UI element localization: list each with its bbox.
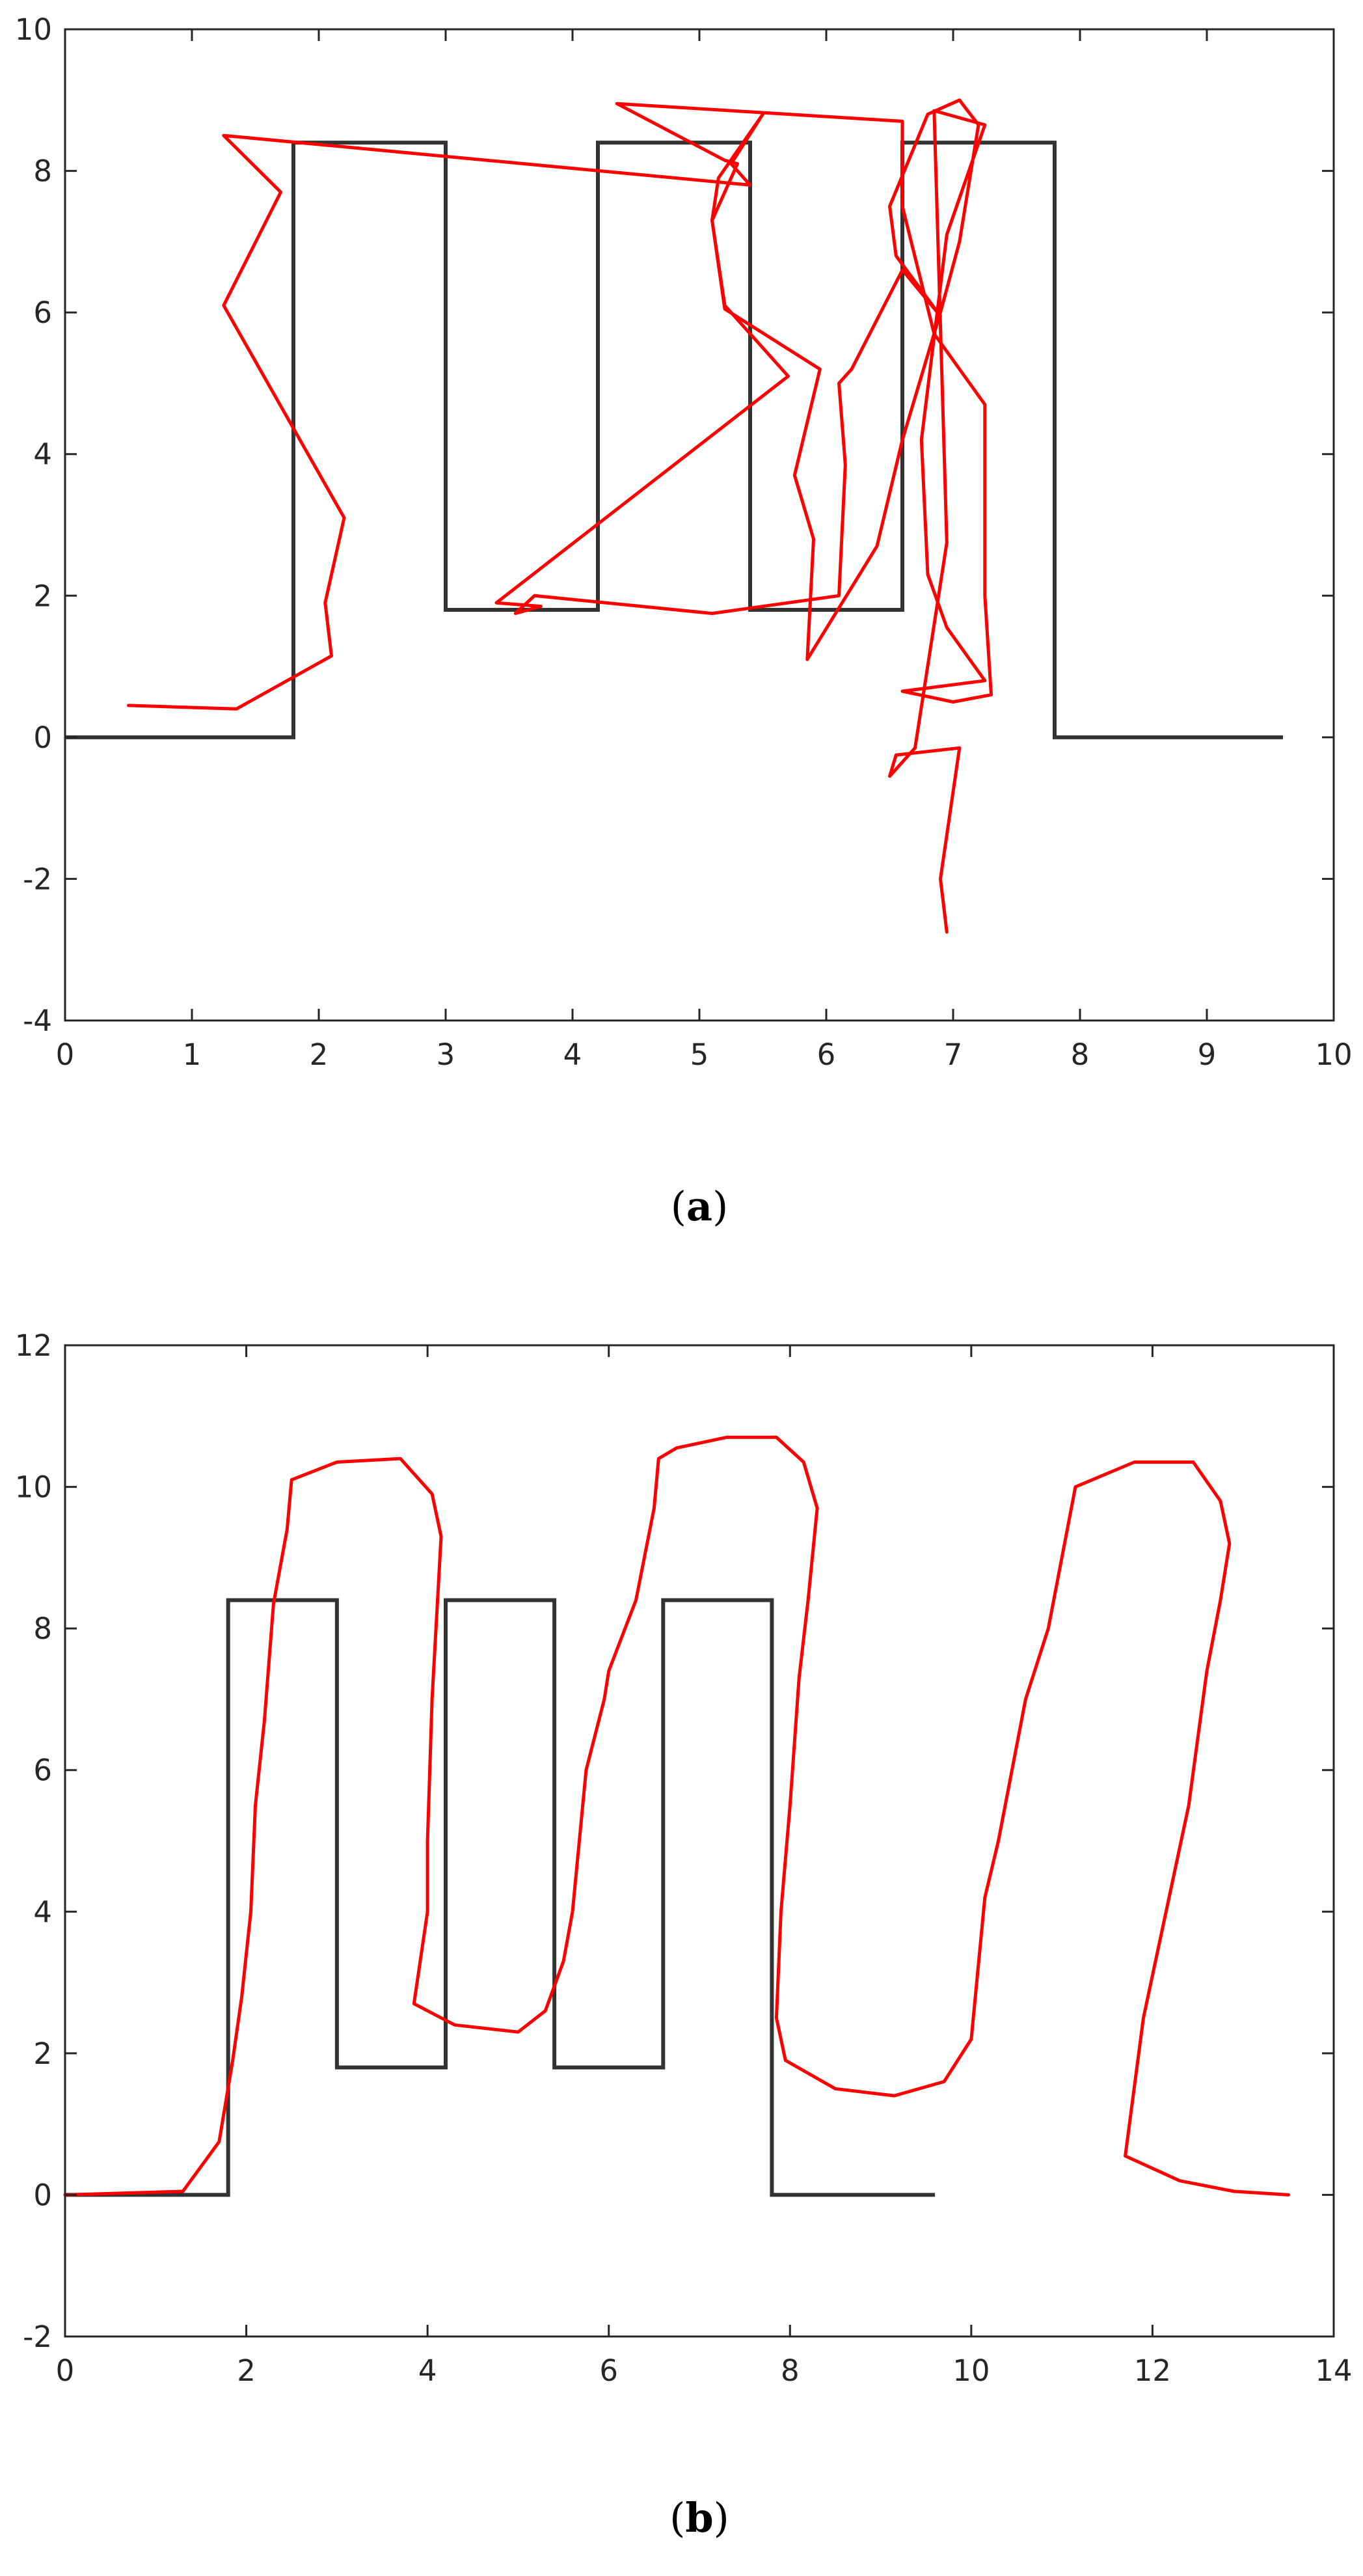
panel-a-y-tick-label: 8 <box>33 154 52 189</box>
panel-b-y-tick-label: 6 <box>33 1753 52 1788</box>
panel-b-y-tick-label: 0 <box>33 2178 52 2212</box>
panel-a-x-tick-label: 0 <box>56 1037 75 1072</box>
panel-a-x-tick-label: 9 <box>1198 1037 1217 1072</box>
panel-a-x-tick-label: 1 <box>183 1037 202 1072</box>
panel-a-y-tick-label: 2 <box>33 579 52 613</box>
panel-a-x-tick-label: 4 <box>563 1037 582 1072</box>
panel-b-x-tick-label: 8 <box>781 2353 800 2388</box>
panel-b-x-tick-label: 14 <box>1315 2353 1352 2388</box>
panel-a-x-tick-label: 5 <box>690 1037 709 1072</box>
panel-a-x-tick-label: 8 <box>1071 1037 1090 1072</box>
panel-a-x-tick-label: 3 <box>437 1037 455 1072</box>
panel-b-y-tick-label: -2 <box>23 2320 52 2354</box>
panel-b-y-tick-label: 8 <box>33 1611 52 1646</box>
panel-b-x-tick-label: 10 <box>952 2353 990 2388</box>
panel-b-y-tick-label: 10 <box>15 1470 52 1505</box>
panel-b-trajectory-line <box>63 1435 1290 2197</box>
panel-b-y-tick-label: 12 <box>15 1328 52 1363</box>
panel-b-x-tick-label: 12 <box>1134 2353 1171 2388</box>
panel-b-axes-frame <box>64 1344 1335 2338</box>
panel-b-reference-line <box>65 1598 936 2197</box>
panel-b-x-tick-label: 6 <box>599 2353 618 2388</box>
panel-a-x-tick-label: 2 <box>310 1037 329 1072</box>
panel-b-x-tick-label: 0 <box>56 2353 75 2388</box>
panel-a-caption: (a) <box>671 1183 729 1230</box>
panel-a-y-tick-label: -4 <box>23 1004 52 1038</box>
panel-a-trajectory-line <box>127 98 993 934</box>
panel-b-caption: (b) <box>669 2494 729 2542</box>
panel-a-y-tick-label: 0 <box>33 720 52 755</box>
panel-a-y-tick-label: -2 <box>23 862 52 896</box>
panel-a-y-tick-label: 4 <box>33 437 52 472</box>
panel-b-x-tick-label: 4 <box>418 2353 437 2388</box>
panel-a: 0 1 2 3 4 5 6 7 8 9 10 -4 -2 0 2 4 6 8 10 (a) <box>15 12 1353 1230</box>
panel-a-x-tick-label: 10 <box>1315 1037 1352 1072</box>
panel-a-y-tick-label: 6 <box>33 295 52 330</box>
panel-b-y-tick-label: 4 <box>33 1895 52 1929</box>
panel-b-x-tick-label: 2 <box>237 2353 256 2388</box>
panel-a-reference-line <box>65 141 1283 739</box>
panel-a-x-tick-label: 6 <box>817 1037 836 1072</box>
panel-a-y-tick-label: 10 <box>15 12 52 47</box>
panel-a-axes-frame <box>64 28 1335 1022</box>
panel-b-y-tick-label: 2 <box>33 2036 52 2071</box>
panel-a-x-tick-label: 7 <box>944 1037 963 1072</box>
